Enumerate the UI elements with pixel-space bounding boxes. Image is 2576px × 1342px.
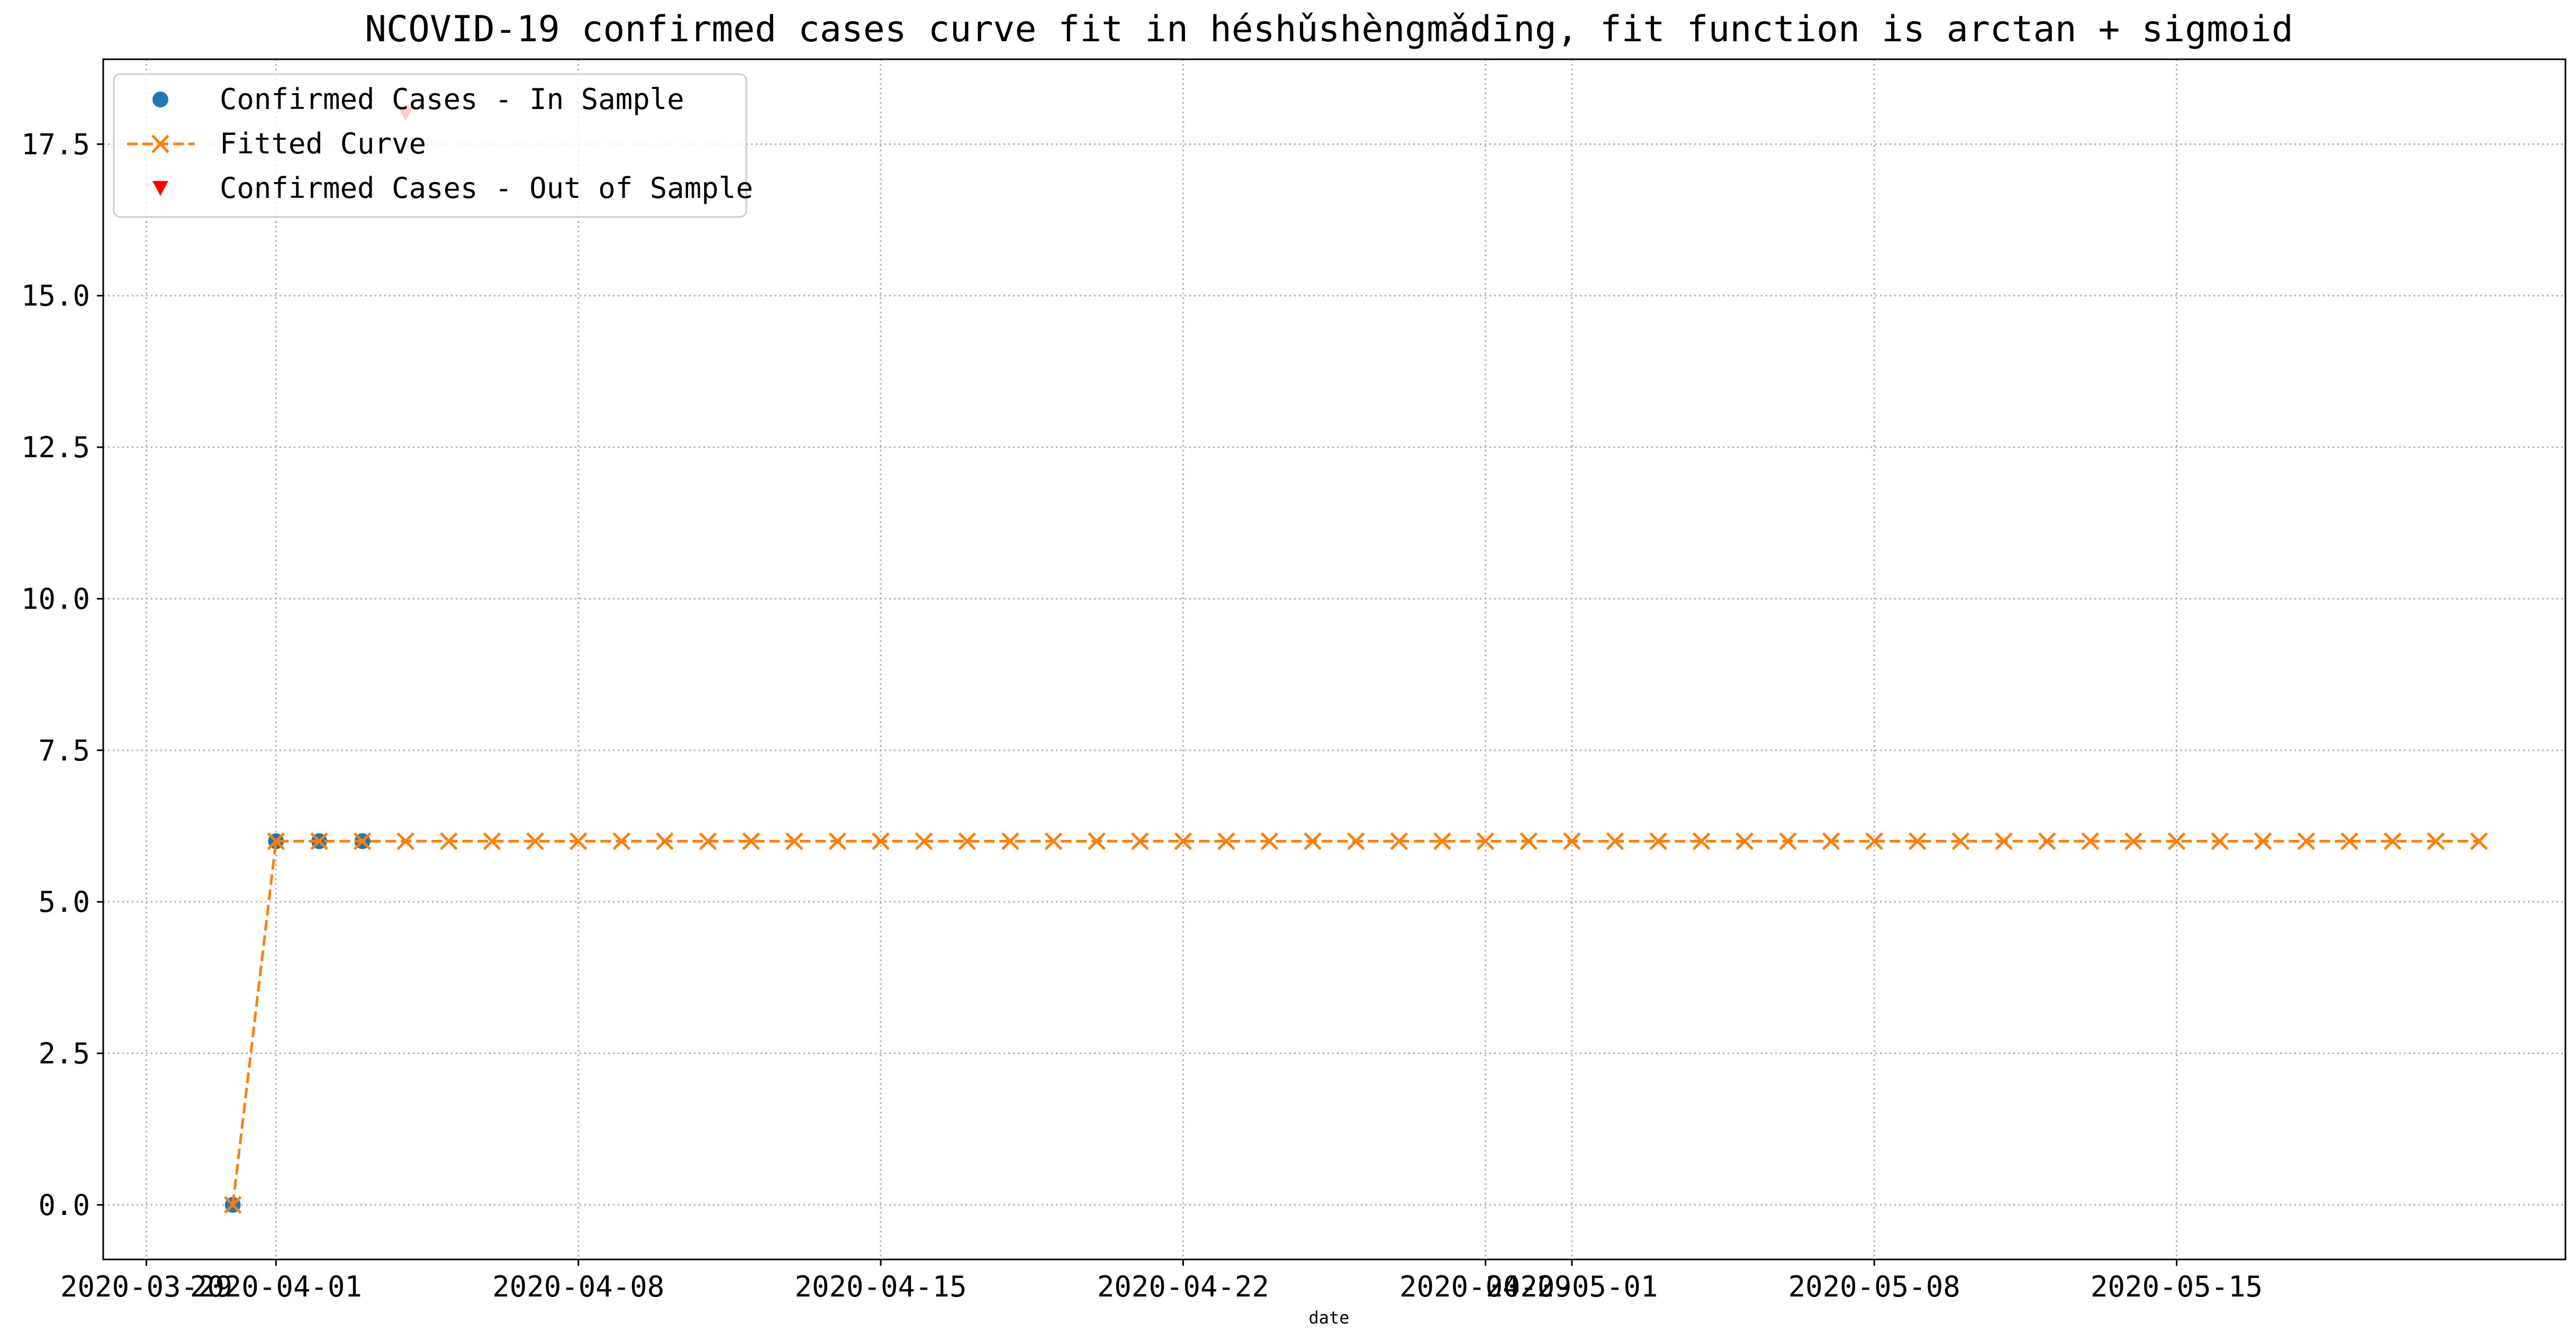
y-axis: 0.0 2.5 5.0 7.5 10.0 12.5 15.0 17.5 bbox=[21, 128, 103, 1222]
fitted-curve-point bbox=[958, 832, 977, 850]
fitted-curve-point bbox=[1174, 832, 1192, 850]
plot-frame bbox=[102, 58, 2566, 1261]
fitted-curve-point bbox=[1692, 832, 1711, 850]
fitted-curve-point bbox=[1995, 832, 2013, 850]
fitted-curve-point bbox=[2167, 832, 2186, 850]
y-tick-label: 2.5 bbox=[38, 1037, 90, 1071]
fitted-curve-point bbox=[2427, 832, 2445, 850]
y-tick-label: 10.0 bbox=[21, 582, 90, 615]
fitted-curve-point bbox=[224, 1196, 242, 1214]
x-tick-label: 2020-05-15 bbox=[2091, 1270, 2263, 1303]
chart-title: NCOVID-19 confirmed cases curve fit in h… bbox=[365, 8, 2293, 50]
fitted-curve-point bbox=[2038, 832, 2056, 850]
fitted-curve-point bbox=[1951, 832, 1970, 850]
legend-marker-out-of-sample bbox=[152, 181, 168, 196]
fitted-curve-point bbox=[785, 832, 803, 850]
fitted-curve-point bbox=[1822, 832, 1840, 850]
legend-box bbox=[113, 73, 747, 218]
x-tick-label: 2020-05-08 bbox=[1788, 1270, 1960, 1303]
fitted-curve-point bbox=[526, 832, 544, 850]
fitted-curve-point bbox=[2081, 832, 2100, 850]
fitted-curve-point bbox=[1865, 832, 1883, 850]
fitted-curve-point bbox=[1909, 832, 1927, 850]
legend: Confirmed Cases - In Sample Fitted Curve… bbox=[113, 73, 753, 218]
fitted-curve-point bbox=[396, 832, 415, 850]
fitted-curve-point bbox=[353, 832, 372, 850]
fitted-curve-point bbox=[915, 832, 933, 850]
fitted-curve-point bbox=[267, 832, 285, 850]
fitted-curve-point bbox=[1563, 832, 1581, 850]
y-tick-label: 15.0 bbox=[21, 279, 90, 313]
fitted-curve-point bbox=[1779, 832, 1797, 850]
x-tick-label: 2020-04-22 bbox=[1097, 1270, 1269, 1303]
y-tick-label: 12.5 bbox=[21, 431, 90, 464]
fitted-curve-point bbox=[1001, 832, 1019, 850]
fitted-curve-point bbox=[2340, 832, 2358, 850]
fitted-curve-point bbox=[569, 832, 587, 850]
fitted-curve-point bbox=[612, 832, 631, 850]
fitted-curve-point bbox=[2297, 832, 2316, 850]
fitted-curve-point bbox=[1260, 832, 1279, 850]
legend-marker-fitted bbox=[151, 134, 169, 153]
fitted-curve-point bbox=[2254, 832, 2272, 850]
fitted-curve-point bbox=[2211, 832, 2229, 850]
fitted-curve-point bbox=[1304, 832, 1322, 850]
fitted-curve-point bbox=[1088, 832, 1106, 850]
fitted-curve-point bbox=[440, 832, 458, 850]
fitted-curve-point bbox=[742, 832, 760, 850]
y-tick-label: 7.5 bbox=[38, 734, 90, 767]
x-tick-label: 2020-04-01 bbox=[190, 1270, 362, 1303]
x-tick-label: 2020-04-08 bbox=[492, 1270, 664, 1303]
fitted-curve-point bbox=[483, 832, 501, 850]
x-tick-label: 2020-04-29 bbox=[1399, 1270, 1571, 1303]
y-tick-label: 5.0 bbox=[38, 885, 90, 919]
fitted-curve-point bbox=[310, 832, 328, 850]
fitted-curve-point bbox=[1217, 832, 1235, 850]
fitted-curve-point bbox=[1044, 832, 1063, 850]
plot-series bbox=[224, 106, 2488, 1214]
y-tick-label: 17.5 bbox=[21, 128, 90, 161]
fitted-curve-point bbox=[1606, 832, 1624, 850]
fitted-curve-point bbox=[1347, 832, 1365, 850]
x-tick-label: 2020-05-01 bbox=[1486, 1270, 1658, 1303]
fitted-curve-point bbox=[2470, 832, 2488, 850]
series-fitted-curve bbox=[224, 832, 2488, 1214]
fitted-curve-point bbox=[1736, 832, 1754, 850]
fitted-curve-point bbox=[2125, 832, 2143, 850]
fitted-curve-point bbox=[2383, 832, 2402, 850]
x-axis-label: date bbox=[1308, 1308, 1349, 1328]
grid-lines bbox=[103, 59, 2565, 1259]
legend-label-fitted: Fitted Curve bbox=[220, 127, 426, 160]
fitted-curve-point bbox=[1390, 832, 1408, 850]
fitted-curve-point bbox=[1476, 832, 1495, 850]
legend-label-in-sample: Confirmed Cases - In Sample bbox=[220, 83, 684, 116]
legend-marker-in-sample bbox=[152, 92, 168, 107]
fitted-curve-point bbox=[828, 832, 847, 850]
fitted-curve-point bbox=[1433, 832, 1451, 850]
fitted-curve-point bbox=[699, 832, 717, 850]
x-tick-label: 2020-03-29 bbox=[60, 1270, 232, 1303]
fitted-curve-point bbox=[1520, 832, 1538, 850]
fitted-curve-point bbox=[1131, 832, 1149, 850]
fitted-curve-point bbox=[872, 832, 890, 850]
y-tick-label: 0.0 bbox=[38, 1189, 90, 1222]
x-tick-label: 2020-04-15 bbox=[794, 1270, 966, 1303]
series-confirmed-cases-in-sample bbox=[224, 833, 370, 1213]
fitted-curve-point bbox=[1649, 832, 1667, 850]
fitted-curve-line bbox=[231, 840, 2479, 1205]
legend-label-out-of-sample: Confirmed Cases - Out of Sample bbox=[220, 171, 753, 205]
fitted-curve-point bbox=[656, 832, 674, 850]
